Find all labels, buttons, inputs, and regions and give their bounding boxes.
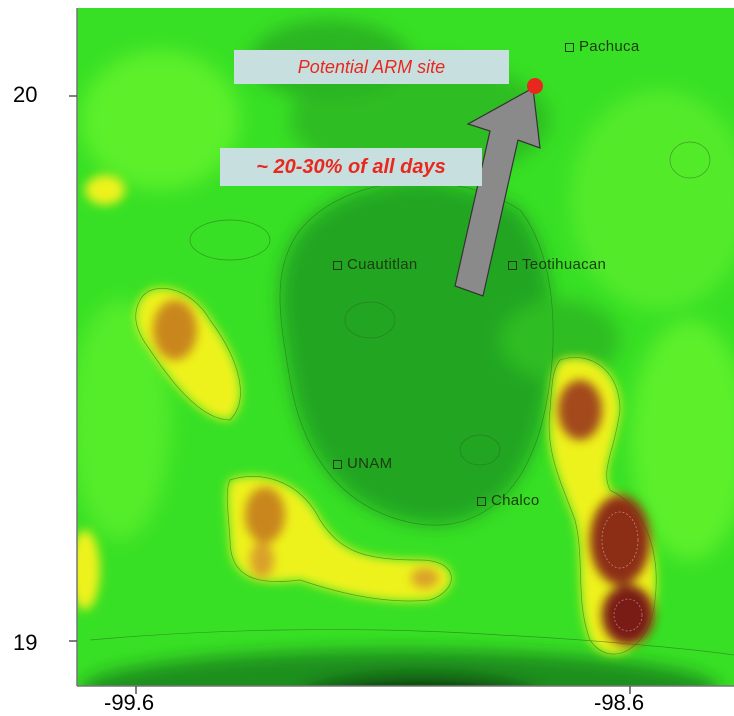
town-marker-icon [333,260,342,270]
x-tick-label-986: -98.6 [594,690,645,715]
x-tick-label-996: -99.6 [104,690,155,715]
town-marker-icon [477,496,486,506]
y-tick-label-19: 19 [13,630,38,655]
site-marker [527,78,543,94]
place-name: Teotihuacan [522,256,607,273]
place-teotihuacan: Teotihuacan [508,256,606,273]
arrow-shape [454,87,541,297]
town-marker-icon [333,459,342,469]
place-pachuca: Pachuca [565,38,639,55]
y-tick-label-20: 20 [13,82,38,107]
place-cuautitlan: Cuautitlan [333,256,418,273]
town-marker-icon [508,260,517,270]
terrain-layer [77,8,734,686]
place-name: Cuautitlan [347,256,418,273]
place-name: UNAM [347,455,393,472]
place-name: Chalco [491,492,540,509]
place-chalco: Chalco [477,492,540,509]
frequency-callout: ~ 20-30% of all days [220,148,482,186]
town-marker-icon [565,42,574,52]
potential-site-callout: Potential ARM site [234,50,509,84]
place-name: Pachuca [579,38,640,55]
place-unam: UNAM [333,455,392,472]
